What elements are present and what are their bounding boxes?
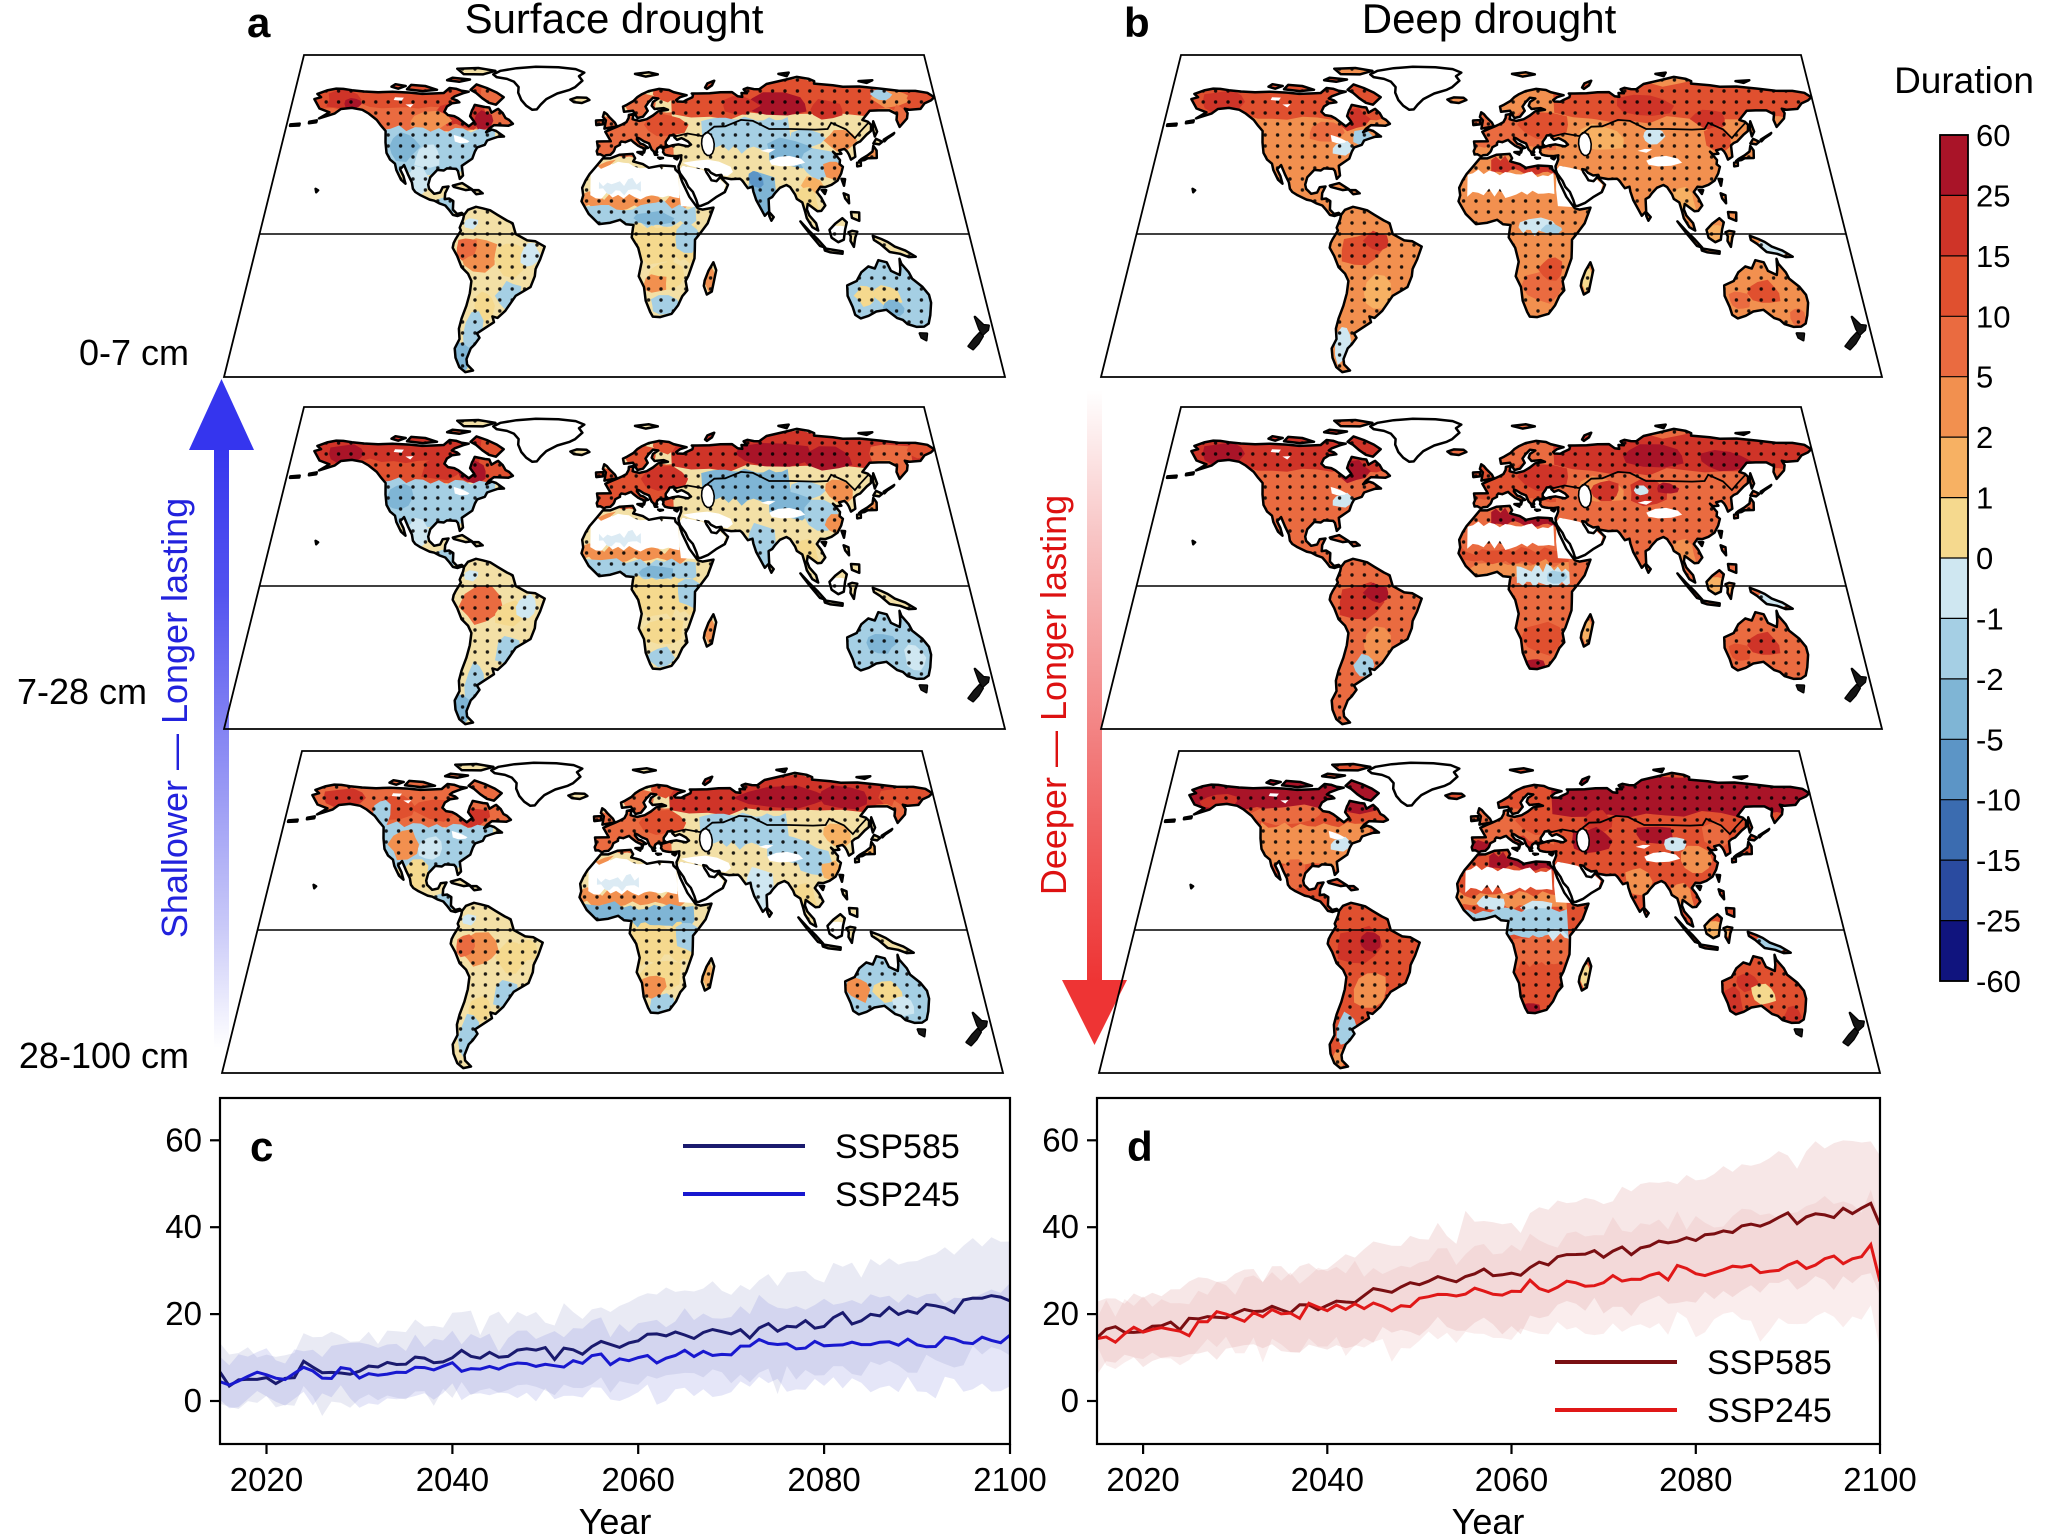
svg-text:Surface drought: Surface drought bbox=[465, 0, 764, 42]
svg-text:2080: 2080 bbox=[1659, 1461, 1732, 1498]
svg-text:0-7 cm: 0-7 cm bbox=[79, 332, 189, 373]
svg-text:-25: -25 bbox=[1976, 904, 2021, 939]
svg-text:28-100 cm: 28-100 cm bbox=[19, 1035, 189, 1076]
svg-text:1: 1 bbox=[1976, 481, 1993, 516]
svg-text:-2: -2 bbox=[1976, 662, 2004, 697]
svg-text:0: 0 bbox=[1061, 1382, 1079, 1419]
svg-text:Year: Year bbox=[579, 1501, 652, 1534]
svg-text:2100: 2100 bbox=[1843, 1461, 1916, 1498]
svg-text:Deeper — Longer lasting: Deeper — Longer lasting bbox=[1033, 495, 1074, 895]
svg-text:c: c bbox=[250, 1123, 273, 1170]
svg-text:SSP585: SSP585 bbox=[1707, 1344, 1832, 1382]
svg-text:Year: Year bbox=[1452, 1501, 1525, 1534]
svg-text:2040: 2040 bbox=[1291, 1461, 1364, 1498]
svg-text:SSP245: SSP245 bbox=[1707, 1392, 1832, 1430]
svg-text:60: 60 bbox=[1976, 118, 2010, 153]
svg-text:-1: -1 bbox=[1976, 601, 2004, 636]
svg-text:-15: -15 bbox=[1976, 843, 2021, 878]
svg-text:Shallower — Longer lasting: Shallower — Longer lasting bbox=[154, 498, 195, 938]
svg-text:-60: -60 bbox=[1976, 964, 2021, 999]
svg-text:0: 0 bbox=[1976, 541, 1993, 576]
svg-text:60: 60 bbox=[1042, 1121, 1079, 1158]
svg-text:SSP585: SSP585 bbox=[835, 1128, 960, 1166]
svg-text:2080: 2080 bbox=[787, 1461, 860, 1498]
svg-text:2020: 2020 bbox=[230, 1461, 303, 1498]
svg-text:Deep drought: Deep drought bbox=[1362, 0, 1617, 42]
svg-text:b: b bbox=[1124, 0, 1150, 46]
svg-text:10: 10 bbox=[1976, 299, 2010, 334]
svg-text:-10: -10 bbox=[1976, 783, 2021, 818]
svg-text:40: 40 bbox=[165, 1208, 202, 1245]
svg-text:20: 20 bbox=[165, 1295, 202, 1332]
svg-text:15: 15 bbox=[1976, 239, 2010, 274]
svg-text:2: 2 bbox=[1976, 420, 1993, 455]
svg-text:2060: 2060 bbox=[601, 1461, 674, 1498]
svg-text:2020: 2020 bbox=[1106, 1461, 1179, 1498]
svg-text:5: 5 bbox=[1976, 360, 1993, 395]
svg-text:2040: 2040 bbox=[416, 1461, 489, 1498]
svg-text:40: 40 bbox=[1042, 1208, 1079, 1245]
svg-text:7-28 cm: 7-28 cm bbox=[17, 671, 147, 712]
svg-text:25: 25 bbox=[1976, 178, 2010, 213]
svg-text:d: d bbox=[1127, 1123, 1153, 1170]
svg-text:-5: -5 bbox=[1976, 722, 2004, 757]
svg-text:0: 0 bbox=[184, 1382, 202, 1419]
svg-text:a: a bbox=[247, 0, 271, 46]
svg-text:2060: 2060 bbox=[1475, 1461, 1548, 1498]
svg-text:60: 60 bbox=[165, 1121, 202, 1158]
svg-text:2100: 2100 bbox=[973, 1461, 1046, 1498]
svg-text:Duration: Duration bbox=[1894, 60, 2034, 101]
svg-text:SSP245: SSP245 bbox=[835, 1176, 960, 1214]
svg-text:20: 20 bbox=[1042, 1295, 1079, 1332]
